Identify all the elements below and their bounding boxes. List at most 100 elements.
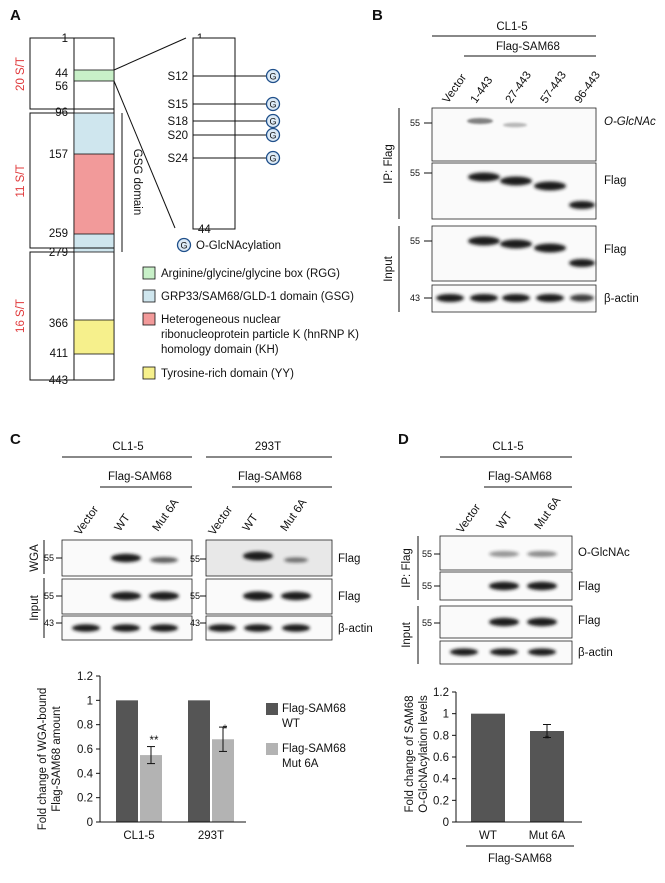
y-tick-label: 0.6 [433,752,449,764]
y-tick-label: 0.4 [433,774,450,786]
legend-kh-3: homology domain (KH) [161,344,279,356]
gsg-label: GSG domain [131,149,143,215]
st-label-2: 11 S/T [15,164,27,197]
d-construct: Flag-SAM68 [488,471,552,483]
site-label: S12 [168,71,188,83]
pos-label: 259 [49,228,68,240]
chart-d: Fold change of SAM68 O-GlcNAcylation lev… [404,687,582,865]
rgg-domain [73,69,115,82]
st-label-3: 16 S/T [15,299,27,333]
y-tick-label: 0.8 [433,730,449,742]
bar [530,731,564,822]
svg-text:55: 55 [44,553,54,563]
c-ylabel-1: Fold change of WGA-bound [37,688,49,831]
yy-domain [73,319,115,355]
svg-text:55: 55 [190,591,200,601]
bar [116,700,138,822]
glyco-circle-icon: G [265,150,281,166]
b-cell-label: CL1-5 [496,21,527,33]
bar [188,700,210,822]
d-sig: * [545,734,550,746]
y-tick-label: 1 [87,695,93,707]
pos-label: 56 [55,81,68,93]
d-ylabel-1: Fold change of SAM68 [404,696,416,813]
b-input-label: Input [383,255,395,281]
svg-text:G: G [269,154,276,164]
y-tick-label: 0 [443,817,449,829]
svg-text:Flag-SAM68: Flag-SAM68 [282,743,346,755]
b-blot-label-4: β-actin [604,293,639,305]
c-cell-label-2: 293T [255,441,281,453]
legend-kh-2: ribonucleoprotein particle K (hnRNP K) [161,329,359,341]
y-tick-label: 1.2 [77,671,93,683]
svg-text:G: G [180,241,187,251]
pos-label: 96 [55,107,68,119]
zoom-bottom-label: 44 [198,224,211,236]
site-label: S24 [168,153,189,165]
domain-legend: Arginine/glycine/glycine box (RGG) GRP33… [142,266,359,380]
y-tick-label: 0 [87,817,93,829]
pos-label: 366 [49,318,68,330]
glyco-sites: S12 S15 S18 S20 S24 G G G G G [168,68,281,166]
b-blot-flag-ip [431,162,597,220]
c-ylabel-2: Flag-SAM68 amount [51,705,63,811]
b-blot-label-1: O-GlcNAc [604,116,656,128]
y-tick-label: 0.2 [77,793,93,805]
site-label: S20 [168,130,188,142]
d-blot-label-3: Flag [578,615,600,627]
lane-label: 57-443 [539,70,569,106]
zoom-line [113,37,187,71]
kh-domain [73,153,115,235]
svg-text:55: 55 [410,168,420,178]
protein-bar [73,37,115,381]
svg-text:G: G [269,100,276,110]
c-wga-label: WGA [29,544,41,572]
b-blot-flag-input [431,225,597,282]
y-tick-label: 0.6 [77,744,93,756]
bar [471,713,505,822]
svg-text:55: 55 [44,591,54,601]
lane-label: 1-443 [469,75,496,106]
svg-text:Flag-SAM68: Flag-SAM68 [282,703,346,715]
svg-text:43: 43 [410,293,420,303]
b-lane-labels: Vector 1-443 27-443 57-443 96-443 [441,70,603,106]
legend-gsg: GRP33/SAM68/GLD-1 domain (GSG) [161,291,354,303]
svg-text:55: 55 [422,618,432,628]
c-blot-label-1: Flag [338,553,360,565]
svg-text:O-GlcNAcylation: O-GlcNAcylation [196,240,281,252]
d-input-label: Input [401,621,413,647]
d-xtick: Mut 6A [529,830,566,842]
c-legend: Flag-SAM68 WT Flag-SAM68 Mut 6A [266,703,346,770]
c-construct-2: Flag-SAM68 [238,471,302,483]
svg-text:43: 43 [190,618,200,628]
c-sig-2: * [223,724,228,736]
d-blot-label-2: Flag [578,581,600,593]
d-blot-label-1: O-GlcNAc [578,547,630,559]
zoom-line [113,80,176,229]
c-xtick: 293T [198,830,224,842]
c-lane-labels: Vector WT Mut 6A Vector WT Mut 6A [73,497,310,538]
svg-text:55: 55 [422,549,432,559]
svg-text:Mut 6A: Mut 6A [282,758,319,770]
site-label: S15 [168,99,188,111]
bar [140,755,162,822]
pos-label: 157 [49,149,68,161]
y-tick-label: 0.4 [77,768,94,780]
glyco-circle-icon: G [265,127,281,143]
d-lane-labels: Vector WT Mut 6A [455,495,564,536]
b-blot-label-3: Flag [604,244,626,256]
lane-label: WT [113,512,133,534]
y-tick-label: 0.2 [433,795,449,807]
pos-label: 1 [62,33,68,45]
d-xlabel: Flag-SAM68 [488,853,552,865]
d-cell-label: CL1-5 [492,441,523,453]
b-blot-oglcnac [431,107,597,162]
glyco-circle-icon: G [265,68,281,84]
b-blot-label-2: Flag [604,175,626,187]
svg-text:55: 55 [410,236,420,246]
panel-label-d: D [398,431,409,448]
glyco-circle-icon: G [265,96,281,112]
legend-yy: Tyrosine-rich domain (YY) [161,368,294,380]
lane-label: Vector [73,504,102,538]
